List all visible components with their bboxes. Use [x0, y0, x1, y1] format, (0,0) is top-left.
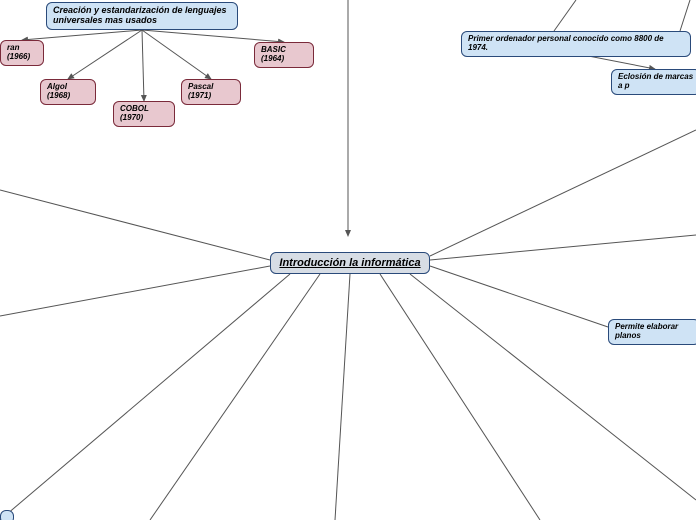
basic-node[interactable]: BASIC (1964)	[254, 42, 314, 68]
pc8800-node[interactable]: Primer ordenador personal conocido como …	[461, 31, 691, 57]
fortran-node[interactable]: ran (1966)	[0, 40, 44, 66]
eclosion-node[interactable]: Eclosión de marcas a p	[611, 69, 696, 95]
mindmap-stage: Introducción la informática Creación y e…	[0, 0, 696, 520]
pascal-node[interactable]: Pascal (1971)	[181, 79, 241, 105]
cobol-node[interactable]: COBOL (1970)	[113, 101, 175, 127]
center-node[interactable]: Introducción la informática	[270, 252, 430, 274]
languages-header-node[interactable]: Creación y estandarización de lenguajes …	[46, 2, 238, 30]
planos-node[interactable]: Permite elaborar planos	[608, 319, 696, 345]
algol-node[interactable]: Algol (1968)	[40, 79, 96, 105]
corner-node[interactable]	[0, 510, 14, 520]
